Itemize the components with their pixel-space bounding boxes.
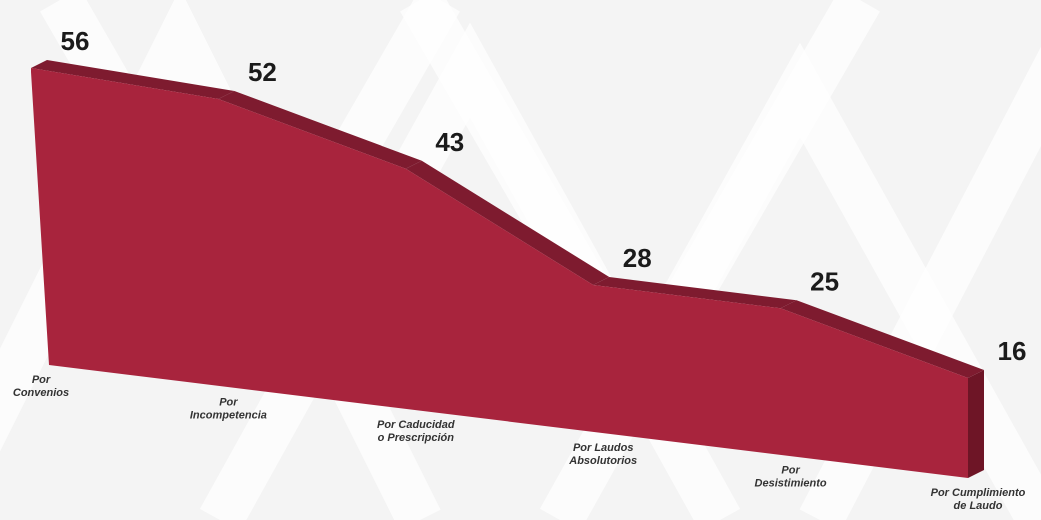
category-label-line: Por bbox=[219, 397, 238, 409]
area-front-face bbox=[31, 68, 968, 478]
value-labels: 56 52 43 28 25 16 bbox=[61, 26, 1027, 366]
category-label-line: Por Cumplimiento bbox=[931, 487, 1026, 499]
category-label: Por Cumplimiento de Laudo bbox=[931, 487, 1026, 512]
data-label: 16 bbox=[998, 336, 1027, 366]
category-label-line: Desistimiento bbox=[755, 477, 827, 489]
data-label: 56 bbox=[61, 26, 90, 56]
category-label: Por Caducidad o Prescripción bbox=[377, 419, 455, 444]
area-top-segment bbox=[405, 160, 610, 285]
category-label-line: Convenios bbox=[13, 387, 69, 399]
category-label-line: Absolutorios bbox=[568, 455, 637, 467]
area-top-segment bbox=[780, 300, 984, 378]
category-label-line: o Prescripción bbox=[378, 432, 455, 444]
area-top-segment bbox=[593, 277, 797, 309]
category-label-line: de Laudo bbox=[954, 500, 1003, 512]
category-label-line: Por Caducidad bbox=[377, 419, 455, 431]
category-label-line: Por bbox=[781, 464, 800, 476]
category-label-line: Por bbox=[32, 374, 51, 386]
category-label: Por Laudos Absolutorios bbox=[568, 442, 637, 467]
category-label: Por Convenios bbox=[13, 374, 69, 399]
chart-marks bbox=[31, 60, 984, 478]
category-label: Por Desistimiento bbox=[755, 464, 827, 489]
area-side-face bbox=[968, 370, 984, 478]
area-top-segment bbox=[31, 60, 235, 99]
area-top-segment bbox=[218, 91, 422, 169]
category-label-line: Incompetencia bbox=[190, 410, 267, 422]
category-label: Por Incompetencia bbox=[190, 397, 267, 422]
data-label: 52 bbox=[248, 57, 277, 87]
data-label: 28 bbox=[623, 243, 652, 273]
data-label: 43 bbox=[435, 127, 464, 157]
category-label-line: Por Laudos bbox=[573, 442, 634, 454]
data-label: 25 bbox=[810, 266, 839, 296]
